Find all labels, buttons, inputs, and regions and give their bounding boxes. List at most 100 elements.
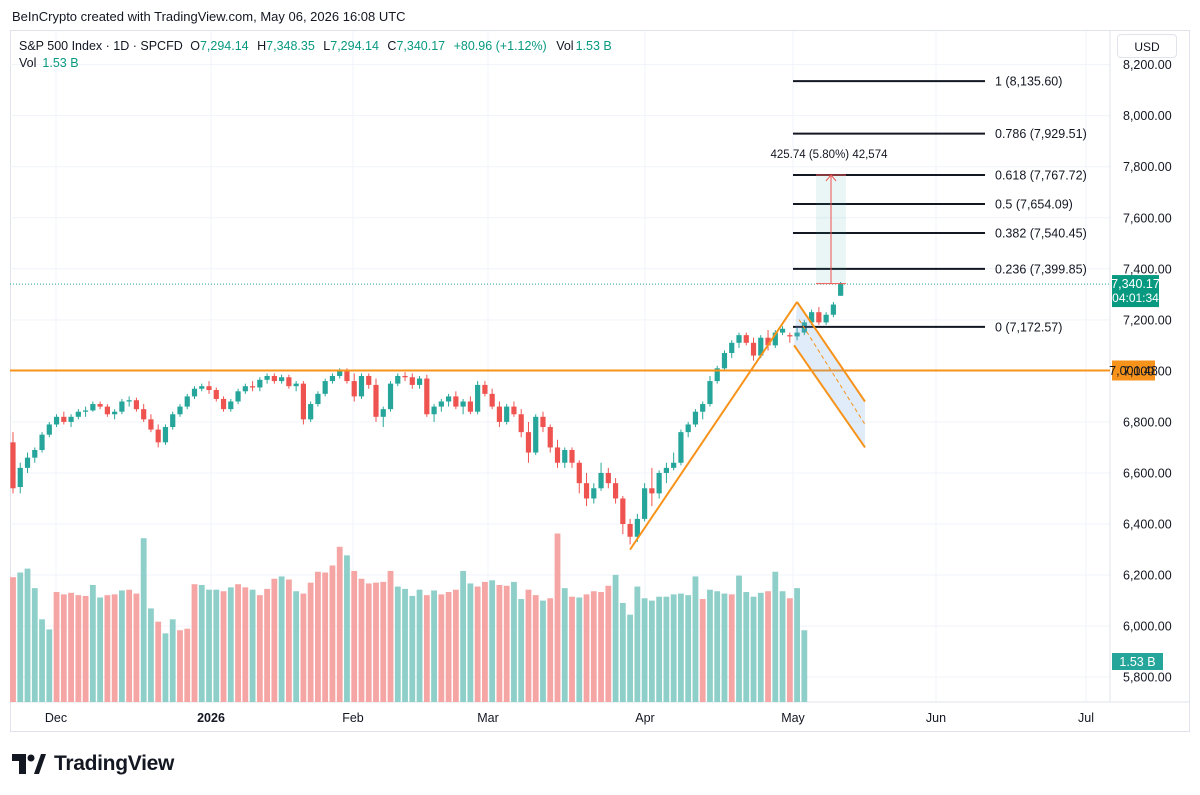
candle-body xyxy=(438,401,444,407)
volume-bar xyxy=(82,595,89,702)
volume-bar xyxy=(656,596,663,702)
candle-body xyxy=(344,370,350,382)
candle-body xyxy=(736,335,742,343)
volume-bar xyxy=(678,593,684,702)
candle-body xyxy=(380,409,386,417)
chart-legend: S&P 500 Index · 1D · SPCFD O7,294.14 H7,… xyxy=(19,39,612,70)
volume-bar xyxy=(285,579,292,702)
volume-bar xyxy=(242,587,249,702)
volume-bar xyxy=(307,582,314,702)
volume-bar xyxy=(561,588,568,702)
volume-bar xyxy=(68,592,74,702)
volume-bars xyxy=(10,533,808,702)
currency-button[interactable]: USD xyxy=(1117,34,1177,58)
volume-bar xyxy=(423,595,430,702)
x-tick-label: Apr xyxy=(635,711,654,725)
candle-body xyxy=(482,384,488,394)
volume-bar xyxy=(525,589,532,702)
volume-bar xyxy=(547,598,554,702)
legend-vol2: 1.53 B xyxy=(42,56,78,70)
volume-bar xyxy=(365,583,372,702)
candle-body xyxy=(17,467,23,487)
volume-bar xyxy=(162,633,169,702)
candle-body xyxy=(765,337,771,346)
candle-body xyxy=(286,377,292,387)
candle-body xyxy=(61,416,67,422)
candle-body xyxy=(177,406,183,415)
volume-bar xyxy=(133,593,140,702)
legend-open-label: O xyxy=(190,39,200,53)
candle-body xyxy=(126,400,132,402)
candle-body xyxy=(642,488,648,519)
candle-body xyxy=(816,312,822,323)
fib-level-label: 0.5 (7,654.09) xyxy=(995,197,1073,211)
volume-bar xyxy=(496,585,503,702)
volume-bar xyxy=(452,589,459,702)
candle-body xyxy=(663,467,669,473)
x-tick-label: Mar xyxy=(477,711,499,725)
candle-body xyxy=(758,337,764,356)
grid-lines xyxy=(10,31,1190,703)
volume-bar xyxy=(387,570,394,702)
candle-body xyxy=(598,472,604,489)
rise-trendline xyxy=(629,301,798,551)
candle-body xyxy=(366,375,372,385)
candle-body xyxy=(119,401,125,412)
volume-bar xyxy=(31,588,38,702)
candle-body xyxy=(620,498,626,524)
candle-body xyxy=(504,406,510,422)
chart-credit: BeInCrypto created with TradingView.com,… xyxy=(12,9,406,24)
volume-bar xyxy=(532,595,539,702)
candle-body xyxy=(104,406,110,415)
volume-bar xyxy=(111,594,118,702)
candle-body xyxy=(612,483,619,499)
volume-bar xyxy=(177,630,183,702)
volume-bar xyxy=(402,588,408,702)
x-tick-label: Jul xyxy=(1078,711,1094,725)
y-tick-label: 6,800.00 xyxy=(1123,415,1172,429)
tradingview-logo: TradingView xyxy=(12,752,174,776)
candle-body xyxy=(467,401,473,412)
bar-countdown: 04:01:34 xyxy=(1112,291,1159,305)
volume-bar xyxy=(511,581,517,702)
time-axis[interactable]: Dec 2026 Feb Mar Apr May Jun Jul xyxy=(45,711,1094,725)
volume-bar xyxy=(271,578,278,702)
y-tick-label: 6,400.00 xyxy=(1123,517,1172,531)
volume-bar xyxy=(605,585,612,702)
price-axis[interactable]: 5,800.00 6,000.00 6,200.00 6,400.00 6,600.00… xyxy=(1123,58,1172,684)
candle-body xyxy=(329,375,336,382)
y-tick-label: 7,800.00 xyxy=(1123,160,1172,174)
volume-bar xyxy=(89,585,96,702)
volume-bar xyxy=(300,593,307,702)
volume-bar xyxy=(598,592,604,702)
legend-high-label: H xyxy=(257,39,266,53)
candle-body xyxy=(416,378,423,385)
volume-bar xyxy=(590,591,597,702)
candle-body xyxy=(24,457,31,468)
candle-body xyxy=(431,406,437,415)
volume-bar xyxy=(104,595,111,702)
level-price-label: 7,001.48 xyxy=(1109,364,1158,378)
candle-body xyxy=(627,523,633,537)
volume-bar xyxy=(416,589,423,702)
y-tick-label: 8,200.00 xyxy=(1123,58,1172,72)
volume-bar xyxy=(438,594,445,702)
volume-bar xyxy=(191,584,198,702)
candle-body xyxy=(518,414,524,433)
fib-level-label: 0 (7,172.57) xyxy=(995,320,1062,334)
volume-bar xyxy=(46,629,53,702)
volume-bar xyxy=(264,588,270,702)
candle-body xyxy=(475,384,481,412)
candle-body xyxy=(525,432,532,453)
volume-bar xyxy=(351,570,358,702)
volume-bar xyxy=(53,592,60,702)
candle-body xyxy=(446,396,452,402)
measure-arrow xyxy=(825,174,837,182)
volume-bar xyxy=(213,589,220,702)
y-tick-label: 7,200.00 xyxy=(1123,313,1172,327)
fib-level-label: 1 (8,135.60) xyxy=(995,75,1062,89)
candle-body xyxy=(155,429,161,443)
